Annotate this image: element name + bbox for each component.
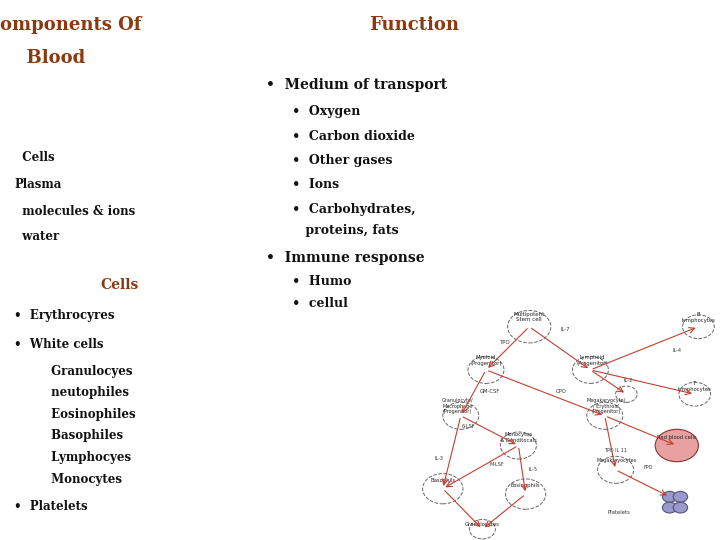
Text: •  Ions: • Ions	[266, 178, 340, 191]
Circle shape	[662, 491, 677, 502]
Text: Red blood cells: Red blood cells	[657, 435, 697, 440]
Text: Blood: Blood	[14, 49, 86, 66]
Text: •  Carbohydrates,: • Carbohydrates,	[266, 202, 416, 215]
Text: 6-LSF: 6-LSF	[462, 424, 474, 429]
Text: •  Medium of transport: • Medium of transport	[266, 78, 448, 92]
Text: Myeloid
(Progenitor): Myeloid (Progenitor)	[470, 355, 502, 366]
Text: •  Immune response: • Immune response	[266, 251, 425, 265]
Text: Lymphocyes: Lymphocyes	[14, 451, 132, 464]
Circle shape	[500, 432, 536, 459]
Circle shape	[443, 402, 479, 429]
Text: •  Platelets: • Platelets	[14, 500, 88, 512]
Text: GM-CSF: GM-CSF	[480, 389, 500, 394]
Text: Cells: Cells	[14, 151, 55, 164]
Text: •  Other gases: • Other gases	[266, 154, 393, 167]
Circle shape	[508, 310, 551, 343]
Text: IL-3: IL-3	[435, 456, 444, 462]
Text: IL-7: IL-7	[560, 327, 570, 332]
Circle shape	[616, 386, 637, 402]
Circle shape	[679, 382, 711, 406]
Circle shape	[655, 429, 698, 462]
Circle shape	[505, 479, 546, 509]
Circle shape	[673, 502, 688, 513]
Text: water: water	[14, 230, 60, 242]
Text: B
lymphocytes: B lymphocytes	[681, 312, 716, 323]
Circle shape	[572, 356, 608, 383]
Text: T
lymphocytes: T lymphocytes	[678, 381, 712, 392]
Text: Granulocytes: Granulocytes	[465, 522, 500, 528]
Text: Megakaryocyte/
/ Erythroid
(Progenitor): Megakaryocyte/ / Erythroid (Progenitor)	[587, 398, 626, 414]
Text: Lymphoid
(Progenitor): Lymphoid (Progenitor)	[576, 355, 608, 366]
Text: Basophiles: Basophiles	[14, 429, 124, 442]
Text: Monocytes: Monocytes	[14, 472, 122, 485]
Text: neutophiles: neutophiles	[14, 386, 130, 399]
Text: Granulocyes: Granulocyes	[14, 364, 133, 377]
Text: M-LSF: M-LSF	[490, 462, 504, 467]
Text: Platelets: Platelets	[608, 510, 631, 516]
Circle shape	[587, 402, 623, 429]
Text: •  Humo: • Humo	[266, 275, 352, 288]
Text: Function: Function	[369, 16, 459, 34]
Circle shape	[683, 315, 714, 339]
Text: IL-2: IL-2	[624, 378, 634, 383]
Text: CPO: CPO	[557, 389, 567, 394]
Text: Eosinophils: Eosinophils	[510, 483, 541, 489]
Text: Granulocyte/
Macrophage
(Progenitor): Granulocyte/ Macrophage (Progenitor)	[441, 398, 473, 414]
Text: •  Oxygen: • Oxygen	[266, 105, 361, 118]
Text: TPO IL 11: TPO IL 11	[604, 448, 627, 454]
Text: omponents Of: omponents Of	[0, 16, 142, 34]
Circle shape	[662, 502, 677, 513]
Text: Eosinophiles: Eosinophiles	[14, 408, 136, 421]
Circle shape	[673, 491, 688, 502]
Circle shape	[598, 456, 634, 483]
Text: Cells: Cells	[101, 278, 139, 292]
Text: molecules & ions: molecules & ions	[14, 205, 135, 218]
Text: proteins, fats: proteins, fats	[266, 224, 399, 237]
Text: •  Carbon dioxide: • Carbon dioxide	[266, 130, 415, 143]
Text: •  Erythrocyres: • Erythrocyres	[14, 309, 115, 322]
Circle shape	[423, 474, 463, 504]
Text: FPO: FPO	[643, 464, 653, 470]
Text: Plasma: Plasma	[14, 178, 62, 191]
Text: Basophils: Basophils	[430, 478, 456, 483]
Text: IL-5: IL-5	[528, 467, 537, 472]
Text: IL-4: IL-4	[672, 348, 681, 354]
Text: Monocytes
& Denditocals: Monocytes & Denditocals	[500, 432, 537, 443]
Text: •  cellul: • cellul	[266, 297, 348, 310]
Circle shape	[469, 519, 495, 539]
Text: Megakaryocytes: Megakaryocytes	[597, 457, 637, 463]
Text: TPO: TPO	[499, 340, 509, 346]
Text: Multipotent
Stem cell: Multipotent Stem cell	[513, 312, 545, 322]
Text: •  White cells: • White cells	[14, 338, 104, 350]
Circle shape	[468, 356, 504, 383]
